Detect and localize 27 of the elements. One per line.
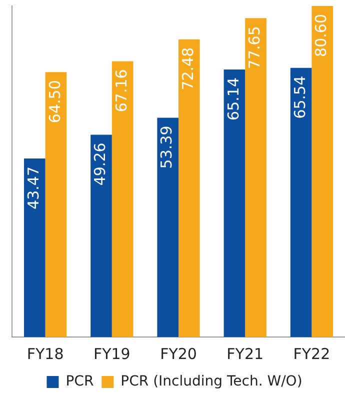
data-label: 65.14 bbox=[224, 77, 242, 120]
bar bbox=[90, 134, 112, 337]
bar bbox=[290, 68, 312, 337]
data-label: 72.48 bbox=[179, 47, 198, 90]
data-label: 80.60 bbox=[312, 14, 330, 57]
data-label: 77.65 bbox=[246, 26, 264, 70]
bar bbox=[157, 118, 178, 337]
x-tick-label: FY18 bbox=[26, 344, 64, 363]
x-tick-label: FY21 bbox=[226, 344, 264, 363]
data-label: 43.47 bbox=[24, 166, 43, 210]
bar bbox=[245, 18, 266, 337]
bar bbox=[312, 6, 334, 337]
data-label: 49.26 bbox=[91, 142, 110, 186]
bar bbox=[224, 69, 246, 337]
data-label: 67.16 bbox=[112, 69, 130, 112]
data-label: 53.39 bbox=[158, 126, 176, 169]
legend-label: PCR (Including Tech. W/O) bbox=[120, 374, 302, 390]
bar bbox=[112, 61, 134, 337]
bar bbox=[178, 39, 200, 337]
legend-label: PCR bbox=[66, 374, 94, 390]
data-label: 64.50 bbox=[46, 80, 64, 124]
bar bbox=[45, 72, 67, 337]
x-tick-label: FY19 bbox=[93, 344, 130, 363]
x-tick-label: FY20 bbox=[160, 344, 197, 363]
bar bbox=[24, 158, 46, 337]
x-tick-label: FY22 bbox=[293, 344, 330, 363]
data-label: 65.54 bbox=[290, 76, 309, 119]
